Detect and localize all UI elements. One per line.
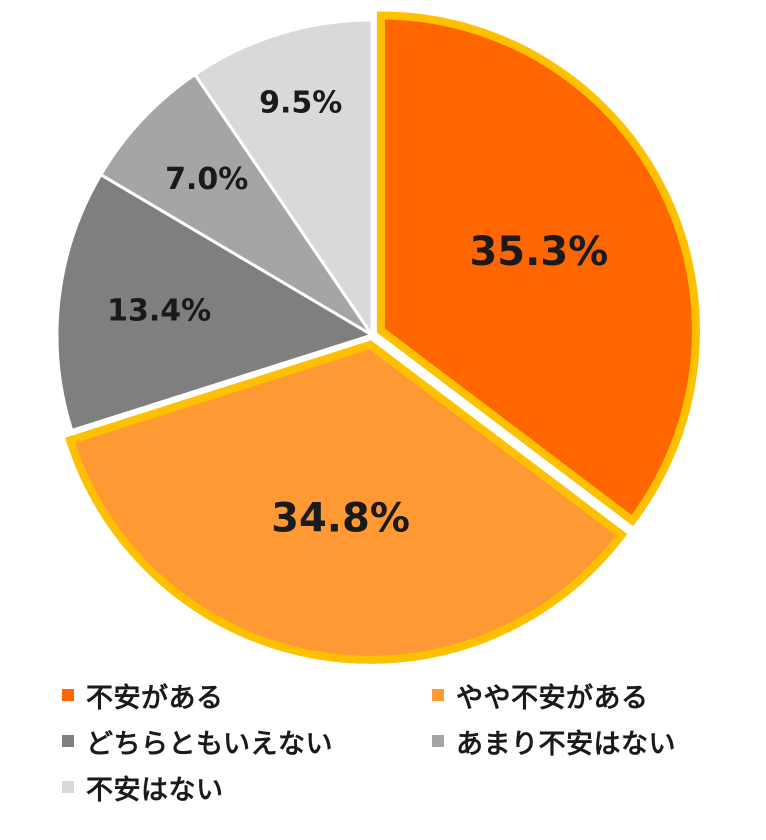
pie-plot-area: 35.3% 34.8% 13.4% 7.0% 9.5% [55, 11, 700, 664]
pie-slice-outline-0 [376, 11, 700, 527]
legend-swatch-1 [432, 689, 444, 701]
data-label-2: 13.4% [107, 293, 211, 328]
legend-item-3: あまり不安はない [432, 721, 742, 761]
legend-item-0: 不安がある [62, 675, 432, 715]
slices-layer [55, 14, 698, 662]
pie-slice-2 [55, 172, 376, 433]
legend-swatch-0 [62, 689, 74, 701]
legend-label-4: 不安はない [86, 774, 224, 806]
data-label-1: 34.8% [271, 496, 410, 542]
highlight-layer [65, 11, 700, 664]
legend-label-2: どちらともいえない [86, 728, 333, 760]
legend-swatch-3 [432, 735, 444, 747]
data-label-0: 35.3% [469, 229, 608, 275]
legend-label-0: 不安がある [86, 682, 224, 714]
pie-slice-outline-1 [65, 340, 628, 664]
pie-slice-3 [98, 72, 374, 337]
legend-item-2: どちらともいえない [62, 721, 432, 761]
legend-swatch-4 [62, 781, 74, 793]
legend-label-1: やや不安がある [456, 682, 649, 714]
pie-slice-4 [192, 18, 374, 340]
legend-item-1: やや不安がある [432, 675, 742, 715]
legend: 不安がある やや不安がある どちらともいえない あまり不安はない 不安はない [62, 675, 742, 807]
legend-label-3: あまり不安はない [456, 728, 676, 760]
labels-layer: 35.3% 34.8% 13.4% 7.0% 9.5% [107, 86, 608, 542]
legend-swatch-2 [62, 735, 74, 747]
data-label-4: 9.5% [259, 86, 342, 121]
legend-item-4: 不安はない [62, 767, 432, 807]
data-label-3: 7.0% [165, 162, 248, 197]
